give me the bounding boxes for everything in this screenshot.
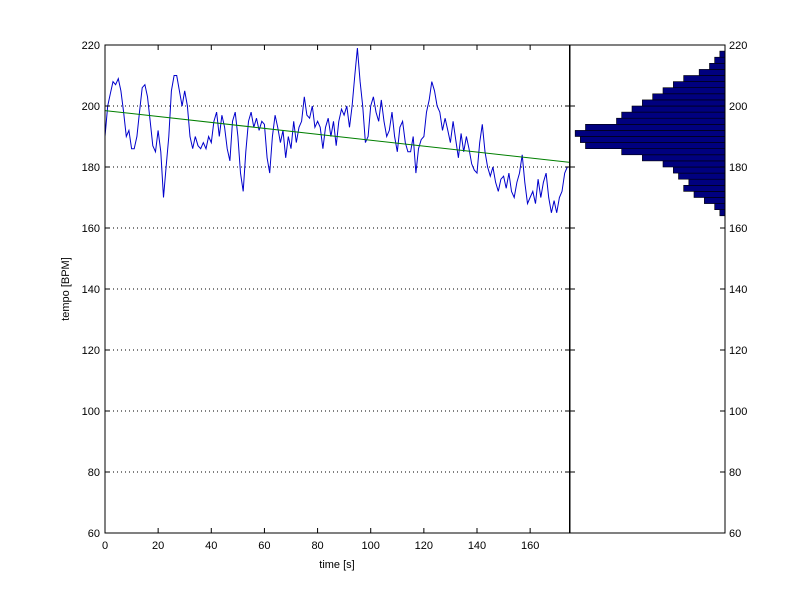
x-tick-label: 60 [258,540,270,552]
y-axis-label: tempo [BPM] [60,257,72,321]
histogram-bar [631,105,726,113]
tempo-series-line [104,48,568,213]
histogram-y-tick-label: 140 [729,284,747,296]
x-tick-label: 40 [205,540,217,552]
histogram-y-tick-label: 200 [729,101,747,113]
histogram-bar [719,50,726,58]
histogram-bar [621,111,726,119]
histogram-y-tick-label: 100 [729,406,747,418]
main-plot-y-ticks: 60 80 100 120 140 160 180 200 220 [82,40,570,540]
trend-line [104,110,571,163]
histogram-y-tick-label: 220 [729,40,747,52]
y-tick-label: 220 [82,40,100,52]
x-tick-label: 0 [102,540,108,552]
y-tick-label: 160 [82,223,100,235]
y-tick-label: 200 [82,101,100,113]
histogram-bar [704,197,726,204]
main-plot-series [104,48,571,213]
tempo-line-plot: 0 20 40 60 80 100 120 140 160 60 80 100 120 140 160 18… [60,40,571,571]
histogram-bar [709,62,726,70]
histogram-bar [688,178,726,186]
x-tick-label: 140 [468,540,486,552]
histogram-bar [585,124,726,131]
y-tick-label: 120 [82,345,100,357]
histogram-y-tick-label: 120 [729,345,747,357]
histogram-bar [683,185,726,192]
histogram-bar [698,69,726,76]
histogram-bar [574,130,726,137]
histogram-bar [652,93,726,101]
x-tick-label: 120 [415,540,433,552]
histogram-bar [642,99,726,107]
x-axis-label: time [s] [319,559,354,571]
x-tick-label: 20 [152,540,164,552]
histogram-y-ticks: 60 80 100 120 140 160 180 200 220 [570,40,747,540]
histogram-bar [585,142,726,150]
y-tick-label: 180 [82,162,100,174]
y-tick-label: 60 [88,528,100,540]
histogram-bar [673,81,726,88]
histogram-y-tick-label: 160 [729,223,747,235]
histogram-bar [642,154,726,162]
tempo-histogram: 60 80 100 120 140 160 180 200 220 [569,40,747,540]
x-tick-label: 160 [521,540,539,552]
x-tick-label: 100 [362,540,380,552]
histogram-bar [693,191,726,198]
histogram-bar [714,56,726,64]
histogram-bar [678,172,726,180]
histogram-bar [673,166,726,174]
x-tick-label: 80 [311,540,323,552]
y-tick-label: 140 [82,284,100,296]
histogram-bar [662,160,726,168]
main-plot-grid [105,105,570,473]
y-tick-label: 100 [82,406,100,418]
histogram-bar [621,148,726,156]
histogram-bar [580,136,726,143]
y-tick-label: 80 [88,467,100,479]
histogram-bar [719,209,726,217]
histogram-bar [662,87,726,95]
histogram-y-tick-label: 180 [729,162,747,174]
histogram-y-tick-label: 60 [729,528,741,540]
main-plot-x-ticks: 0 20 40 60 80 100 120 140 160 [102,45,539,552]
histogram-bar [714,203,726,211]
histogram-bar [616,117,726,125]
histogram-y-tick-label: 80 [729,467,741,479]
histogram-bar [683,75,726,82]
